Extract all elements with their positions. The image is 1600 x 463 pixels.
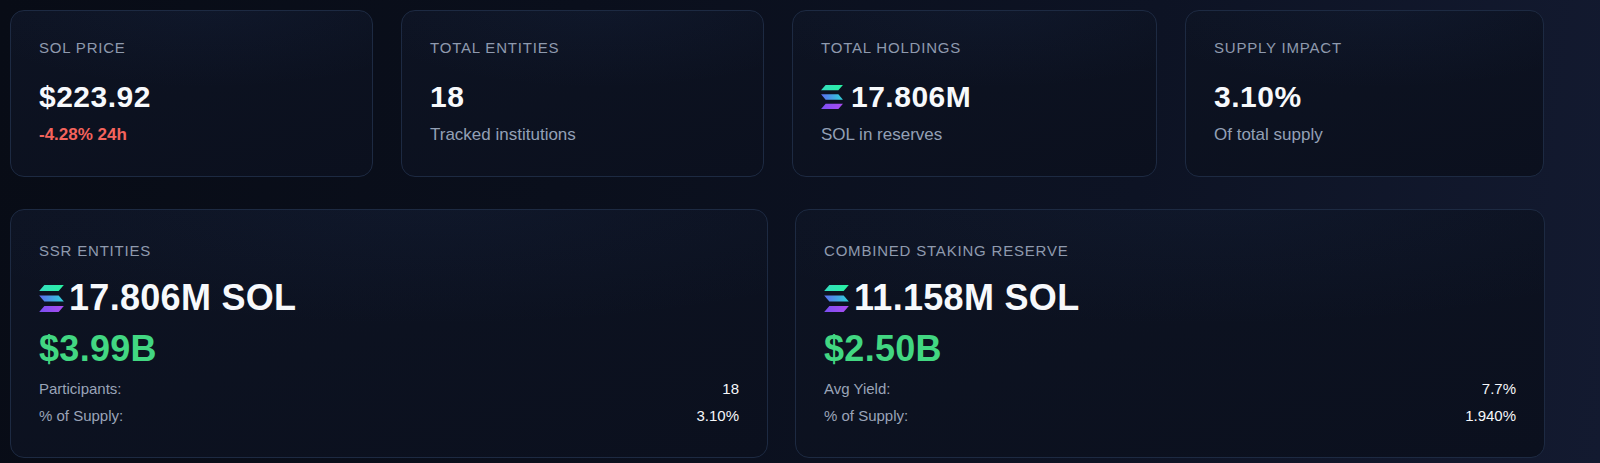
detail-row-avg-yield: Avg Yield: 7.7% xyxy=(824,375,1516,402)
stat-card-total-holdings: TOTAL HOLDINGS 17.806M SOL in reserves xyxy=(792,10,1157,177)
stat-sub: SOL in reserves xyxy=(821,125,1128,145)
panel-details: Participants: 18 % of Supply: 3.10% xyxy=(39,375,739,429)
stat-value: 18 xyxy=(430,80,735,114)
stat-card-total-entities: TOTAL ENTITIES 18 Tracked institutions xyxy=(401,10,764,177)
detail-row-supply-pct: % of Supply: 1.940% xyxy=(824,402,1516,429)
stat-card-sol-price: SOL PRICE $223.92 -4.28% 24h xyxy=(10,10,373,177)
reserve-panels: SSR ENTITIES 17.806M SOL $3.99B Particip… xyxy=(10,209,1545,458)
stat-sub: Tracked institutions xyxy=(430,125,735,145)
dashboard: SOL PRICE $223.92 -4.28% 24h TOTAL ENTIT… xyxy=(10,10,1545,458)
panel-label: SSR ENTITIES xyxy=(39,242,739,259)
solana-icon xyxy=(39,285,64,312)
detail-row-participants: Participants: 18 xyxy=(39,375,739,402)
panel-combined-staking-reserve: COMBINED STAKING RESERVE 11.158M SOL $2.… xyxy=(795,209,1545,458)
panel-amount: 17.806M SOL xyxy=(39,278,739,318)
stat-label: SUPPLY IMPACT xyxy=(1214,39,1515,56)
stat-value: $223.92 xyxy=(39,80,344,114)
panel-details: Avg Yield: 7.7% % of Supply: 1.940% xyxy=(824,375,1516,429)
stat-change-24h: -4.28% 24h xyxy=(39,125,344,145)
stat-value: 3.10% xyxy=(1214,80,1515,114)
stat-label: TOTAL ENTITIES xyxy=(430,39,735,56)
stats-row: SOL PRICE $223.92 -4.28% 24h TOTAL ENTIT… xyxy=(10,10,1545,177)
stat-value: 17.806M xyxy=(821,80,1128,114)
stat-label: SOL PRICE xyxy=(39,39,344,56)
panel-ssr-entities: SSR ENTITIES 17.806M SOL $3.99B Particip… xyxy=(10,209,768,458)
panel-amount: 11.158M SOL xyxy=(824,278,1516,318)
panel-usd-value: $3.99B xyxy=(39,329,739,369)
panel-label: COMBINED STAKING RESERVE xyxy=(824,242,1516,259)
solana-icon xyxy=(824,285,849,312)
stat-card-supply-impact: SUPPLY IMPACT 3.10% Of total supply xyxy=(1185,10,1544,177)
stat-label: TOTAL HOLDINGS xyxy=(821,39,1128,56)
detail-row-supply-pct: % of Supply: 3.10% xyxy=(39,402,739,429)
panel-usd-value: $2.50B xyxy=(824,329,1516,369)
solana-icon xyxy=(821,85,843,109)
stat-sub: Of total supply xyxy=(1214,125,1515,145)
